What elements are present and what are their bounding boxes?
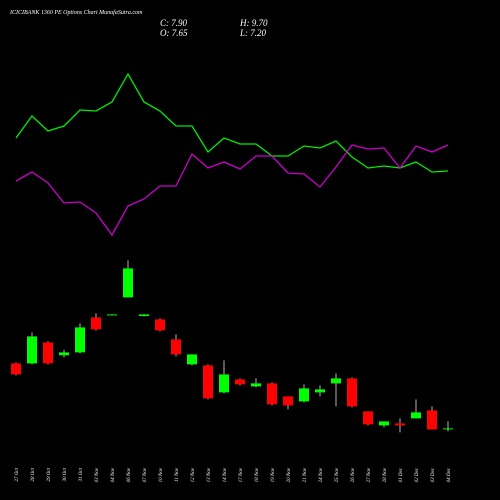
x-tick-label: 04 Nov <box>111 467 116 482</box>
indicator-line <box>15 144 449 237</box>
x-tick-label: 12 Nov <box>191 467 196 482</box>
x-tick-label: 04 Dec <box>447 467 452 482</box>
x-tick-label: 26 Nov <box>351 467 356 482</box>
candle-body <box>411 412 421 419</box>
x-tick-label: 21 Nov <box>303 467 308 482</box>
x-tick-label: 25 Nov <box>335 467 340 482</box>
candle-body <box>331 378 341 384</box>
candle-body <box>59 352 69 356</box>
x-tick-label: 18 Nov <box>255 467 260 482</box>
candle-body <box>155 319 165 331</box>
candle-body <box>91 317 101 330</box>
candle-body <box>235 379 245 385</box>
x-tick-label: 07 Nov <box>143 467 148 482</box>
x-tick-label: 31 Oct <box>79 467 84 481</box>
x-tick-label: 29 Oct <box>47 467 52 481</box>
x-tick-label: 06 Nov <box>127 467 132 482</box>
chart-title: ICICIBANK 1360 PE Options Chart MunafaSu… <box>9 9 143 16</box>
candle-body <box>443 428 453 430</box>
candle-body <box>171 339 181 355</box>
x-tick-label: 01 Dec <box>399 467 404 482</box>
x-tick-label: 28 Nov <box>383 467 388 482</box>
candle-body <box>283 396 293 406</box>
candle-body <box>347 378 357 407</box>
x-tick-label: 28 Oct <box>31 467 36 481</box>
close-label: C: 7.90 <box>160 18 188 28</box>
x-tick-label: 02 Dec <box>415 467 420 482</box>
candle-body <box>395 423 405 426</box>
x-tick-label: 30 Oct <box>63 467 68 481</box>
x-tick-label: 11 Nov <box>175 467 180 482</box>
open-label: O: 7.65 <box>160 28 188 38</box>
candle-body <box>123 268 133 298</box>
candle-body <box>315 389 325 393</box>
candle-body <box>11 363 21 375</box>
candle-body <box>379 421 389 426</box>
x-tick-label: 14 Nov <box>223 467 228 482</box>
high-label: H: 9.70 <box>239 18 268 28</box>
x-tick-label: 27 Oct <box>15 467 20 481</box>
candle-body <box>363 411 373 425</box>
candle-body <box>267 383 277 405</box>
candle-body <box>43 342 53 364</box>
low-label: L: 7.20 <box>239 28 267 38</box>
candle-body <box>427 410 437 430</box>
candle-body <box>27 336 37 364</box>
x-tick-label: 19 Nov <box>271 467 276 482</box>
indicator-line <box>15 72 449 173</box>
x-tick-label: 03 Dec <box>431 467 436 482</box>
x-tick-label: 10 Nov <box>159 467 164 482</box>
x-tick-label: 24 Nov <box>319 467 324 482</box>
x-tick-label: 13 Nov <box>207 467 212 482</box>
candle-body <box>75 327 85 353</box>
x-tick-label: 17 Nov <box>239 467 244 482</box>
candle-body <box>187 354 197 365</box>
candle-body <box>299 388 309 402</box>
candle-body <box>219 374 229 393</box>
candle-body <box>203 365 213 399</box>
candle-body <box>107 314 117 316</box>
x-tick-label: 20 Nov <box>287 467 292 482</box>
x-tick-label: 03 Nov <box>95 467 100 482</box>
x-tick-label: 27 Nov <box>367 467 372 482</box>
candle-body <box>251 383 261 387</box>
candle-body <box>139 314 149 316</box>
